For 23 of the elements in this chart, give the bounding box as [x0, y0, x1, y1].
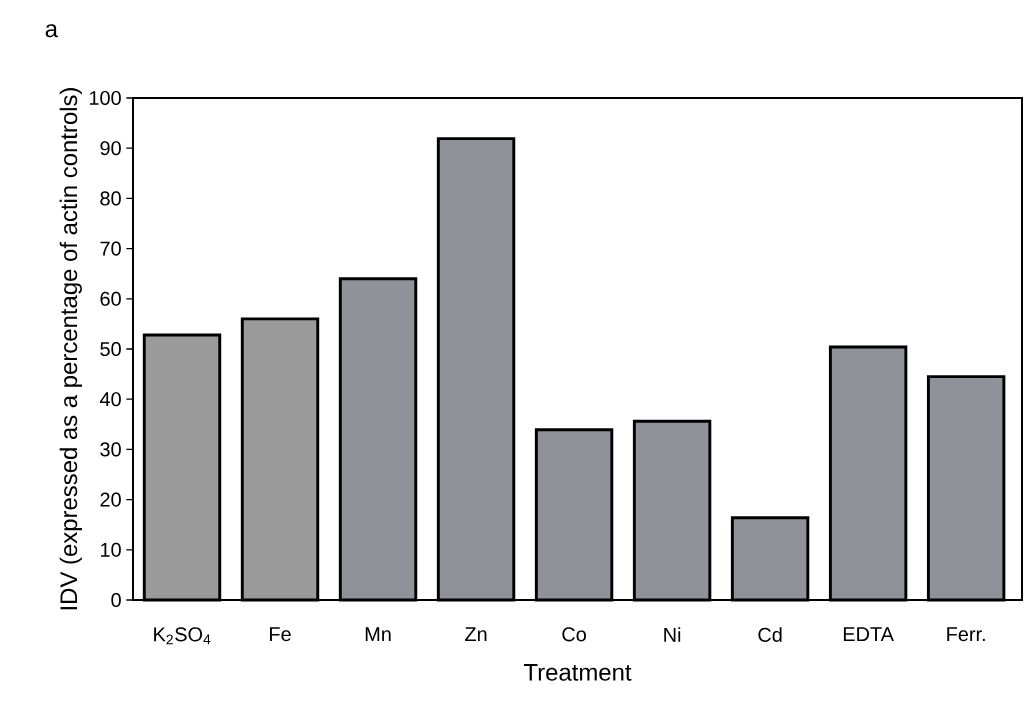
x-tick-label: Fe — [270, 627, 291, 642]
y-tick-label: 80 — [100, 191, 121, 206]
y-axis-title: IDV (expressed as a percentage of actin controls) — [59, 88, 82, 610]
x-axis-title: Treatment — [524, 664, 632, 681]
y-tick-label: 0 — [111, 592, 121, 608]
y-tick-label: 20 — [100, 492, 121, 507]
x-tick-label: EDTA — [843, 627, 894, 641]
x-tick-label: Ferr. — [947, 627, 985, 642]
x-tick-label: K$_{2}$SO$_{4}$ — [154, 627, 211, 645]
y-tick-label: 60 — [100, 291, 121, 306]
x-tick-label: Co — [562, 627, 586, 642]
x-tick-label: Zn — [465, 627, 487, 641]
text: a — [45, 24, 58, 38]
y-tick-label: 40 — [99, 392, 121, 407]
y-tick-label: 100 — [89, 90, 121, 106]
y-tick-label: 10 — [101, 542, 121, 557]
y-tick-label: 90 — [100, 141, 121, 156]
x-tick-label: Mn — [365, 627, 391, 641]
y-tick-label: 30 — [100, 442, 121, 457]
x-tick-label: Ni — [664, 627, 681, 642]
y-tick-label: 70 — [100, 241, 121, 256]
y-tick-label: 50 — [100, 341, 121, 357]
x-tick-label: Cd — [758, 627, 782, 642]
